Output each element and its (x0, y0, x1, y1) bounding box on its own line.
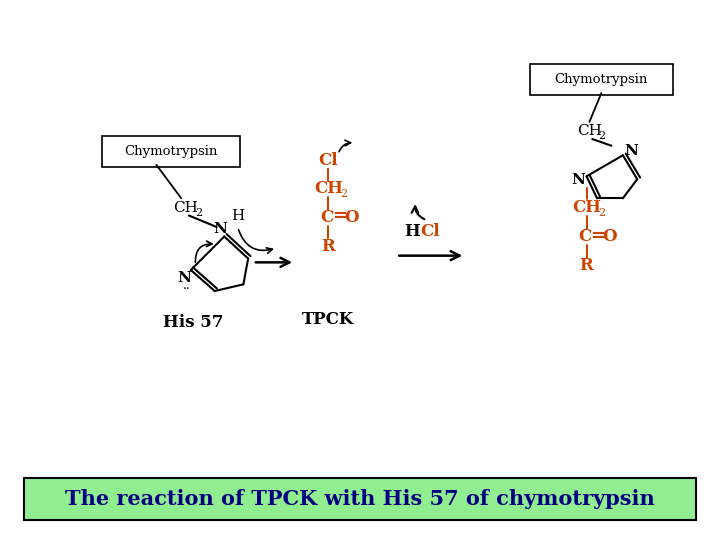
Text: Chymotrypsin: Chymotrypsin (554, 73, 648, 86)
Text: R: R (322, 238, 336, 254)
Text: TPCK: TPCK (302, 311, 354, 328)
FancyArrowPatch shape (399, 251, 459, 260)
FancyBboxPatch shape (24, 478, 696, 521)
Text: =: = (333, 207, 348, 226)
Text: His 57: His 57 (163, 314, 223, 331)
Text: O: O (602, 228, 617, 245)
Text: N: N (624, 145, 639, 158)
Text: The reaction of TPCK with His 57 of chymotrypsin: The reaction of TPCK with His 57 of chym… (65, 489, 655, 509)
Text: N: N (214, 222, 228, 236)
Text: Cl: Cl (420, 223, 440, 240)
Text: H: H (405, 223, 420, 240)
FancyArrowPatch shape (412, 206, 424, 219)
Text: N: N (571, 173, 585, 187)
Text: C: C (320, 209, 333, 226)
Text: Cl: Cl (319, 152, 338, 168)
Text: ..: .. (183, 279, 191, 292)
FancyArrowPatch shape (238, 230, 272, 253)
FancyArrowPatch shape (339, 140, 351, 152)
FancyBboxPatch shape (530, 64, 672, 95)
FancyBboxPatch shape (102, 136, 240, 167)
Text: CH: CH (572, 199, 601, 217)
Text: 2: 2 (598, 208, 606, 218)
FancyArrowPatch shape (195, 241, 212, 262)
Text: 2: 2 (598, 131, 606, 141)
Text: N: N (177, 271, 191, 285)
Text: CH: CH (314, 180, 343, 197)
Text: =: = (590, 227, 606, 245)
Text: 2: 2 (195, 208, 202, 218)
Text: 2: 2 (340, 188, 347, 199)
Text: CH: CH (174, 201, 199, 215)
FancyArrowPatch shape (256, 258, 289, 267)
Text: R: R (580, 256, 593, 274)
Text: Chymotrypsin: Chymotrypsin (124, 145, 217, 158)
Text: O: O (344, 209, 359, 226)
Text: CH: CH (577, 124, 602, 138)
Text: C: C (578, 228, 591, 245)
Text: H: H (231, 208, 244, 222)
